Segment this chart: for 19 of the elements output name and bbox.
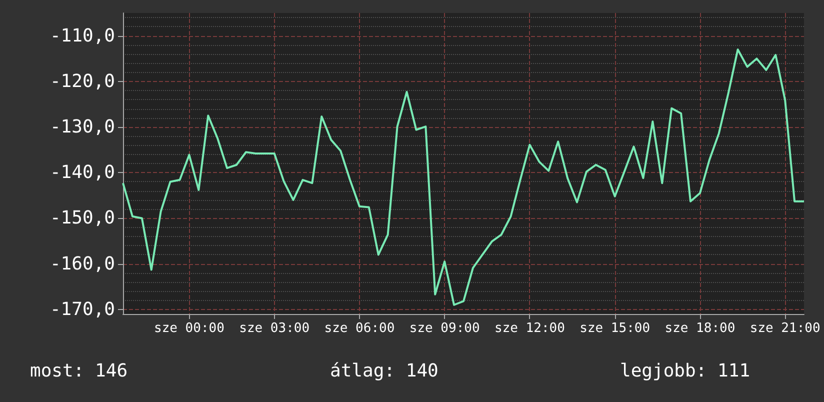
y-tick-label: -120,0 [50,70,115,92]
x-tick-label: sze 21:00 [750,321,820,336]
y-tick-label: -170,0 [50,298,115,320]
y-tick-label: -130,0 [50,116,115,138]
line-series [122,48,805,306]
text: átlag: 140 [330,360,438,382]
x-tick-label: sze 15:00 [580,321,650,336]
y-tick-label: -110,0 [50,25,115,46]
text: most: 146 [30,360,128,382]
x-tick-label: sze 12:00 [494,321,565,336]
x-tick-label: sze 00:00 [154,321,224,336]
text: legjobb: 111 [620,360,750,382]
x-tick-label: sze 18:00 [664,321,736,336]
y-tick-label: -140,0 [50,162,115,184]
x-tick-label: sze 06:00 [324,321,395,336]
y-tick-label: -150,0 [50,208,115,229]
x-tick-label: sze 03:00 [239,321,310,336]
x-tick-label: sze 09:00 [409,321,480,336]
y-tick-label: -160,0 [50,253,115,274]
